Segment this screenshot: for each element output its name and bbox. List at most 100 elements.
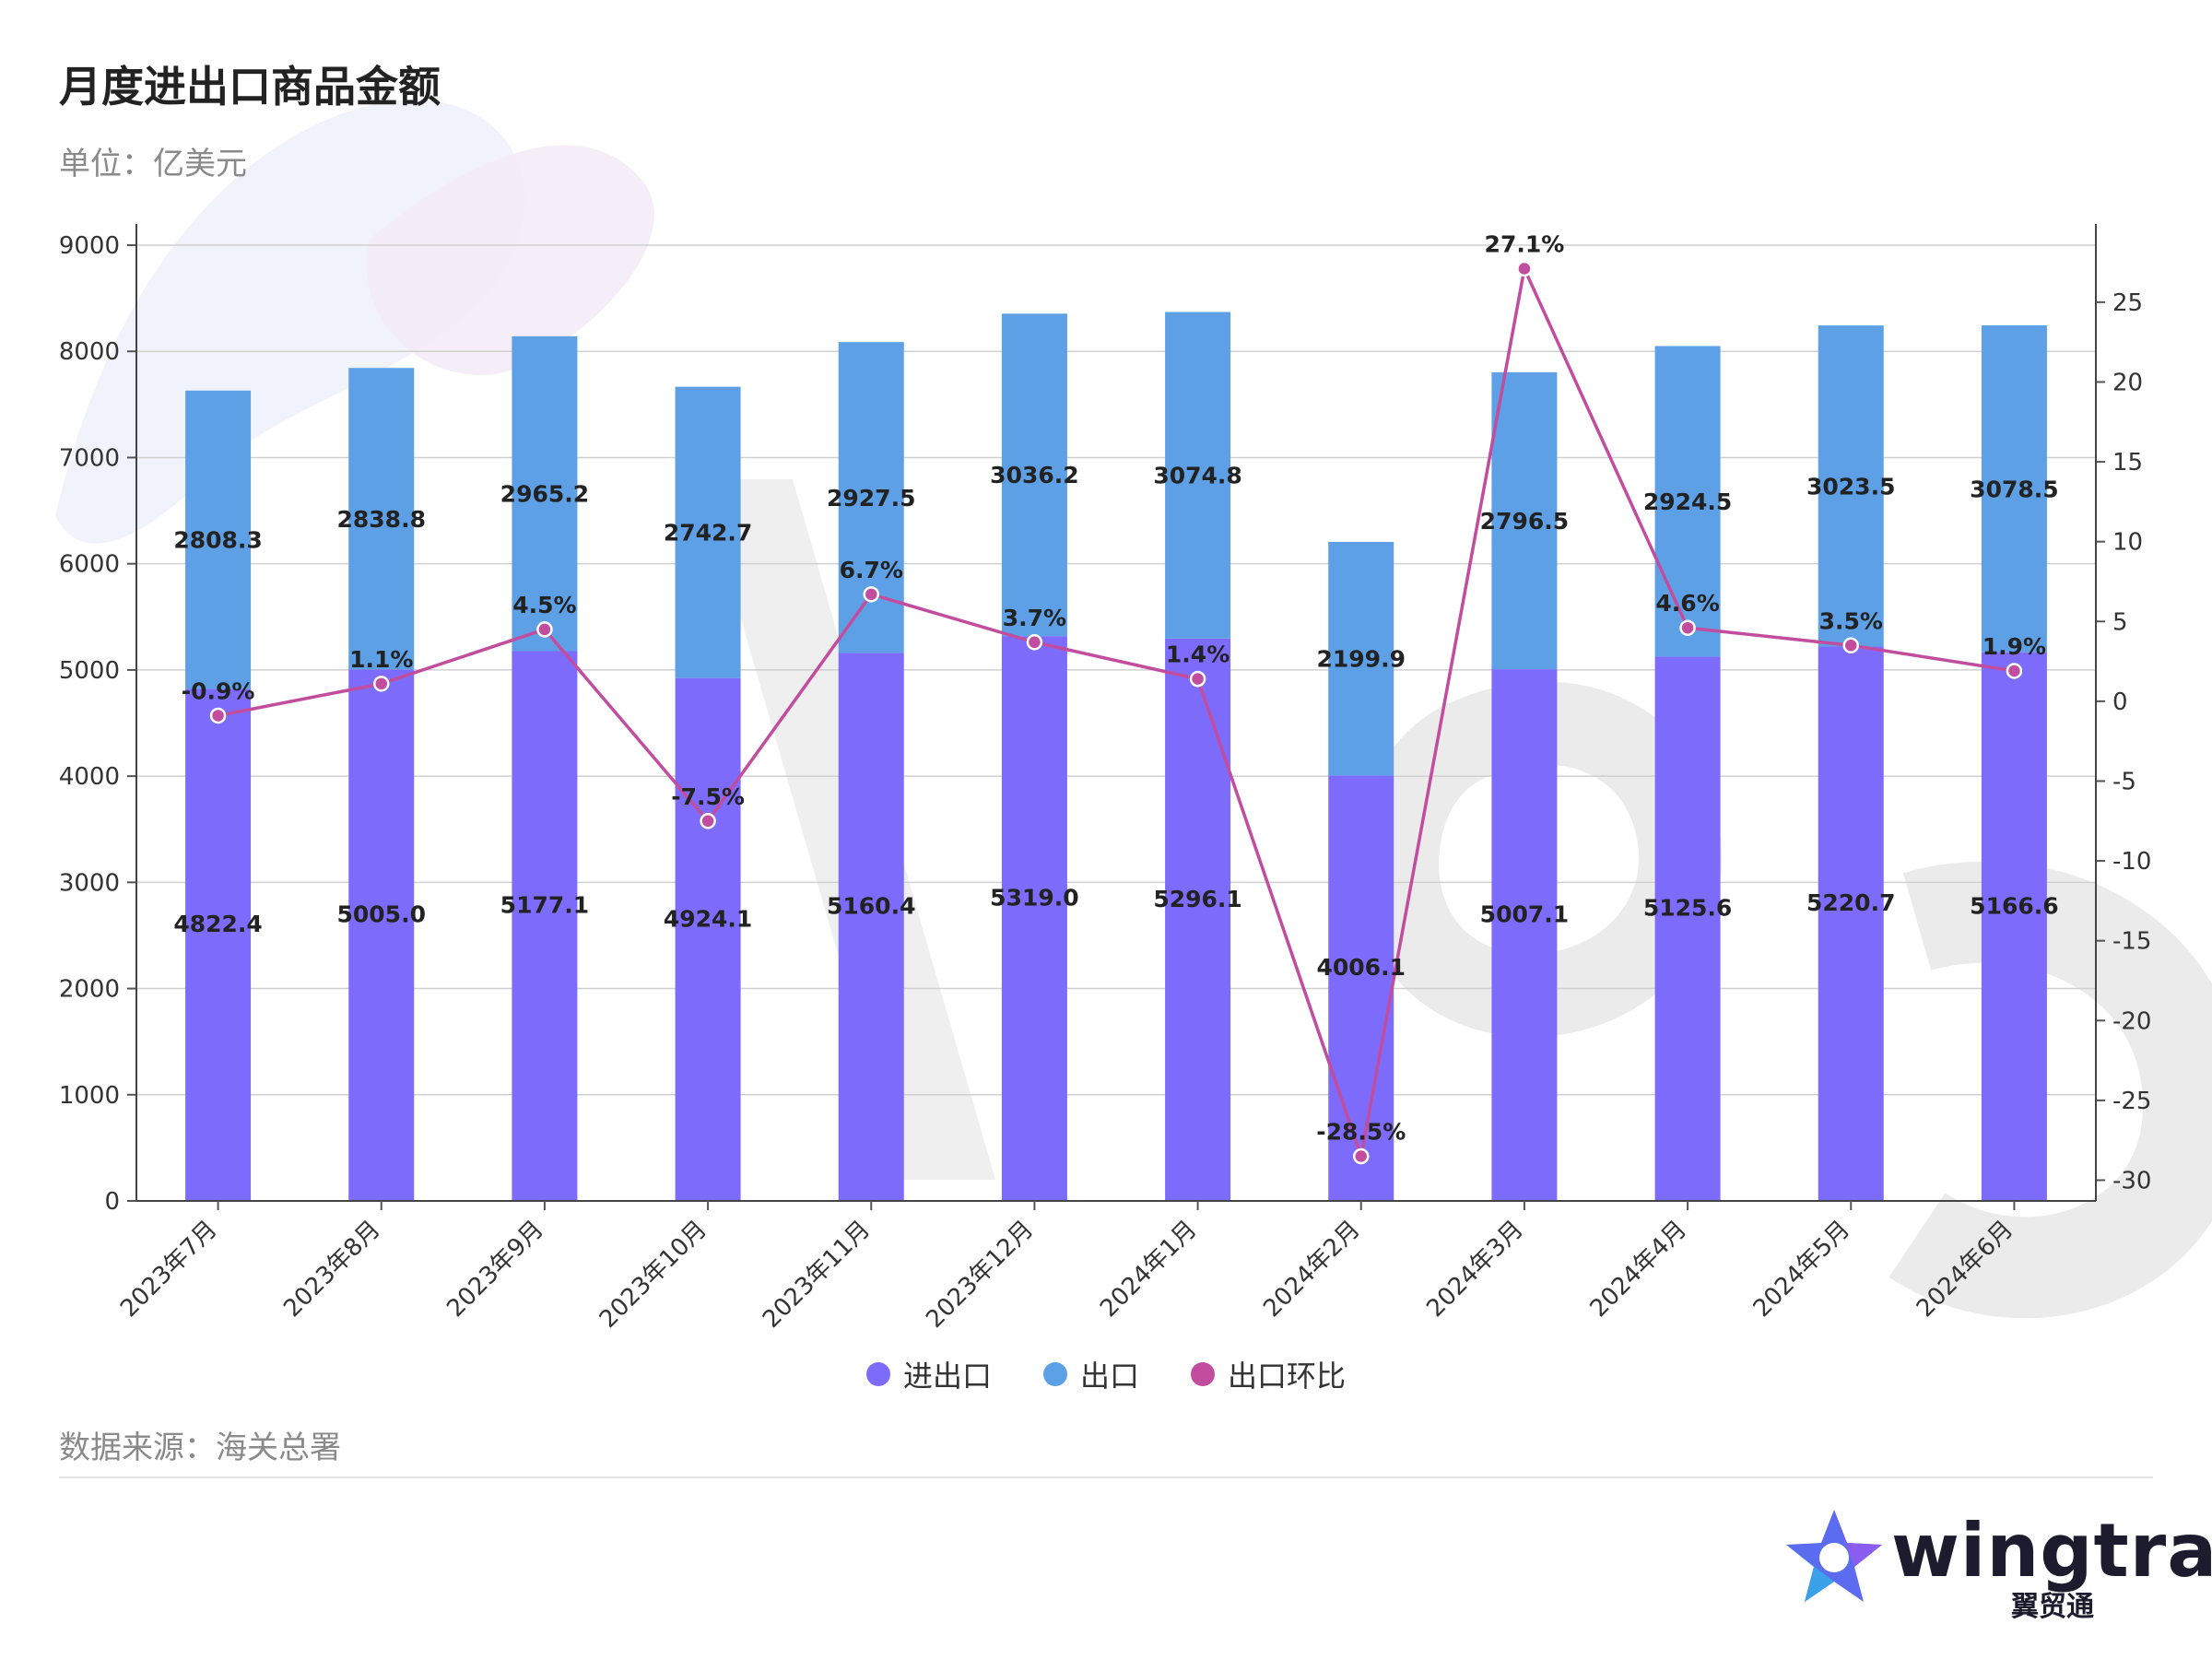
- mom-point: [1026, 634, 1043, 651]
- data-label-export: 2927.5: [827, 485, 915, 512]
- data-label-mom: -28.5%: [1316, 1119, 1406, 1146]
- bar-export: [1654, 346, 1721, 657]
- data-label-export: 3036.2: [990, 462, 1078, 488]
- star-logo-icon: [1786, 1510, 1882, 1602]
- y2-tick-label: -5: [2112, 768, 2136, 795]
- footer-divider: [59, 1477, 2153, 1478]
- data-source: 数据来源：海关总署: [59, 1430, 341, 1466]
- data-label-export: 2924.5: [1643, 488, 1732, 515]
- mom-point: [209, 707, 227, 724]
- bar-import-export: [838, 653, 904, 1201]
- y-tick-label: 7000: [59, 444, 120, 472]
- y-tick-label: 5000: [59, 657, 120, 685]
- x-tick-label: 2023年9月: [441, 1216, 548, 1323]
- y-tick-label: 6000: [59, 551, 120, 579]
- legend-dot-icon: [1191, 1362, 1215, 1386]
- data-label-import-export: 4006.1: [1317, 954, 1406, 981]
- bar-import-export: [1818, 646, 1884, 1201]
- data-label-mom: -0.9%: [182, 677, 255, 704]
- data-label-import-export: 5166.6: [1970, 892, 2058, 919]
- bar-export: [1981, 324, 2047, 653]
- x-tick-label: 2023年12月: [921, 1216, 1039, 1334]
- data-label-export: 2838.8: [337, 506, 426, 533]
- legend-dot-icon: [1042, 1362, 1067, 1386]
- mom-point: [700, 813, 716, 830]
- mom-line: [209, 260, 2023, 1165]
- legend-item-export-mom[interactable]: 出口环比: [1191, 1353, 1346, 1395]
- x-tick-label: 2024年3月: [1421, 1216, 1528, 1323]
- bar-export: [185, 390, 252, 689]
- data-label-mom: 3.5%: [1819, 607, 1883, 634]
- data-label-import-export: 5005.0: [337, 901, 426, 928]
- bar-export: [512, 335, 578, 652]
- chart-title: 月度进出口商品金额: [59, 62, 441, 112]
- y-tick-label: 2000: [59, 976, 120, 1004]
- x-tick-label: 2024年2月: [1258, 1216, 1365, 1323]
- y2-tick-label: 10: [2112, 529, 2143, 557]
- y2-tick-label: 20: [2112, 369, 2143, 396]
- y2-tick-label: 25: [2112, 289, 2143, 317]
- legend: 进出口 出口 出口环比: [0, 1351, 2212, 1397]
- bar-import-export: [1654, 656, 1721, 1201]
- y2-tick-label: -15: [2112, 928, 2151, 956]
- data-label-export: 2965.2: [500, 481, 589, 508]
- bars: [185, 312, 2047, 1201]
- x-tick-label: 2024年5月: [1748, 1216, 1855, 1323]
- legend-item-import-export[interactable]: 进出口: [865, 1353, 992, 1395]
- bar-export: [1491, 371, 1558, 670]
- unit-label: 单位：亿美元: [59, 146, 247, 182]
- mom-point: [1189, 670, 1206, 688]
- mom-point: [1353, 1147, 1370, 1165]
- bar-import-export: [1165, 638, 1231, 1201]
- data-label-mom: 6.7%: [840, 557, 903, 583]
- data-label-export: 2742.7: [664, 520, 752, 547]
- axes: [127, 224, 2105, 1210]
- y2-tick-label: -25: [2112, 1088, 2151, 1115]
- y-tick-label: 3000: [59, 869, 120, 897]
- mom-point: [536, 621, 553, 638]
- data-label-export: 2199.9: [1317, 646, 1406, 673]
- y2-tick-label: -10: [2112, 848, 2151, 876]
- data-label-mom: 27.1%: [1485, 230, 1565, 257]
- logo-wordmark: wingtra: [1891, 1508, 2212, 1594]
- bar-import-export: [512, 651, 578, 1201]
- mom-point: [373, 676, 390, 692]
- bar-export: [348, 368, 415, 670]
- bar-import-export: [348, 669, 415, 1201]
- bar-export: [1818, 325, 1884, 647]
- data-label-import-export: 5160.4: [827, 893, 915, 920]
- data-label-mom: 3.7%: [1003, 605, 1066, 631]
- y2-tick-label: -30: [2112, 1167, 2151, 1194]
- y-tick-label: 8000: [59, 338, 120, 366]
- y2-tick-label: -20: [2112, 1007, 2151, 1035]
- legend-item-export[interactable]: 出口: [1042, 1353, 1139, 1395]
- data-label-export: 3023.5: [1806, 473, 1895, 500]
- x-tick-label: 2023年7月: [115, 1216, 222, 1323]
- data-label-mom: 4.6%: [1655, 590, 1719, 617]
- data-label-export: 3078.5: [1970, 476, 2058, 502]
- mom-point: [2006, 663, 2023, 679]
- data-label-import-export: 5220.7: [1806, 889, 1895, 916]
- legend-label: 出口: [1079, 1359, 1139, 1394]
- bar-import-export: [1491, 669, 1558, 1201]
- x-tick-label: 2023年10月: [594, 1216, 712, 1334]
- bar-export: [675, 386, 741, 678]
- data-label-import-export: 5319.0: [990, 885, 1078, 912]
- data-label-export: 3074.8: [1153, 463, 1241, 489]
- bar-export: [1328, 541, 1394, 776]
- data-label-mom: -7.5%: [671, 783, 745, 810]
- mom-polyline: [218, 263, 2015, 1163]
- data-label-import-export: 5125.6: [1643, 895, 1732, 922]
- data-label-export: 2808.3: [173, 527, 262, 554]
- y-tick-label: 4000: [59, 763, 120, 791]
- x-tick-label: 2024年6月: [1912, 1216, 2018, 1323]
- bar-import-export: [1328, 775, 1394, 1201]
- data-label-mom: 1.9%: [1983, 633, 2046, 660]
- data-label-import-export: 4924.1: [664, 905, 752, 932]
- logo-subtitle: 翼贸通: [2011, 1591, 2094, 1623]
- bar-import-export: [675, 677, 741, 1201]
- y-tick-label: 0: [104, 1188, 120, 1216]
- data-label-mom: 1.4%: [1166, 641, 1230, 668]
- y-tick-label: 1000: [59, 1082, 120, 1110]
